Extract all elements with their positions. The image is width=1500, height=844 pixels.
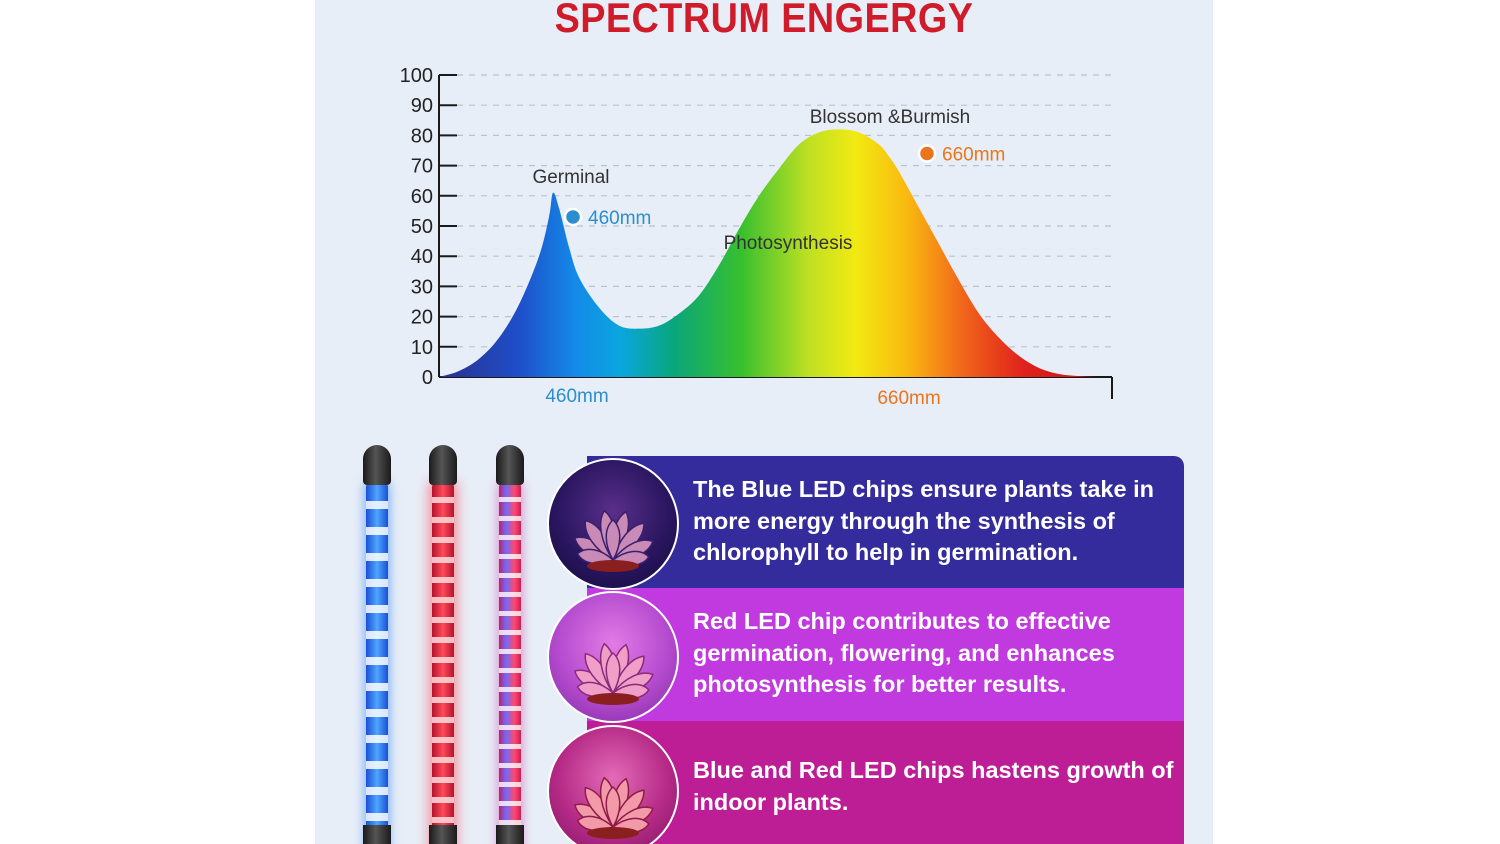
plant-icon bbox=[573, 642, 654, 705]
y-tick-label: 30 bbox=[411, 276, 433, 298]
y-tick-label: 80 bbox=[411, 125, 433, 147]
y-tick-label: 90 bbox=[411, 95, 433, 117]
data-marker bbox=[917, 144, 937, 163]
leaf-shape bbox=[605, 518, 621, 562]
data-marker bbox=[563, 207, 583, 227]
plant-photo-blue-red bbox=[547, 725, 679, 844]
info-box-blue-red: Blue and Red LED chips hastens growth of… bbox=[587, 721, 1184, 844]
y-tick-label: 10 bbox=[411, 337, 433, 359]
blue-led-lamp bbox=[363, 445, 391, 844]
chart-annotation: Blossom &Burmish bbox=[810, 107, 971, 128]
pot-shape bbox=[587, 693, 639, 705]
leaf-shape bbox=[605, 651, 621, 695]
marker-label: 460mm bbox=[588, 208, 651, 229]
pot-shape bbox=[587, 560, 639, 572]
x-tick-label: 660mm bbox=[877, 388, 940, 409]
infographic-panel: SPECTRUM ENGERGY 100 90 80 70 60 50 40 30 20 10 0 … bbox=[315, 0, 1213, 844]
y-tick-label: 0 bbox=[422, 367, 433, 389]
spectrum-area bbox=[439, 129, 1111, 378]
y-tick-label: 20 bbox=[411, 307, 433, 329]
y-tick-label: 50 bbox=[411, 216, 433, 238]
y-tick-label: 60 bbox=[411, 186, 433, 208]
y-tick-label: 70 bbox=[411, 156, 433, 178]
red-led-lamp bbox=[429, 445, 457, 844]
pot-shape bbox=[587, 827, 639, 839]
marker-label: 660mm bbox=[942, 145, 1005, 166]
info-box-red: Red LED chip contributes to effective ge… bbox=[587, 588, 1184, 721]
plant-photo-blue bbox=[547, 458, 679, 590]
x-tick-label: 460mm bbox=[545, 386, 608, 407]
info-box-text: Red LED chip contributes to effective ge… bbox=[693, 608, 1115, 697]
plant-icon bbox=[573, 776, 654, 839]
leaf-shape bbox=[605, 785, 621, 829]
info-box-text: The Blue LED chips ensure plants take in… bbox=[693, 476, 1154, 565]
info-box-blue: The Blue LED chips ensure plants take in… bbox=[587, 456, 1184, 588]
y-tick-label: 40 bbox=[411, 246, 433, 268]
chart-annotation: Germinal bbox=[532, 167, 609, 188]
page-title: SPECTRUM ENGERGY bbox=[554, 0, 974, 41]
chart-annotation: Photosynthesis bbox=[724, 233, 853, 254]
y-tick-label: 100 bbox=[400, 65, 433, 87]
info-box-text: Blue and Red LED chips hastens growth of… bbox=[693, 757, 1174, 815]
plant-icon bbox=[573, 509, 654, 572]
blue-red-led-lamp bbox=[496, 445, 524, 844]
plant-photo-red bbox=[547, 591, 679, 723]
